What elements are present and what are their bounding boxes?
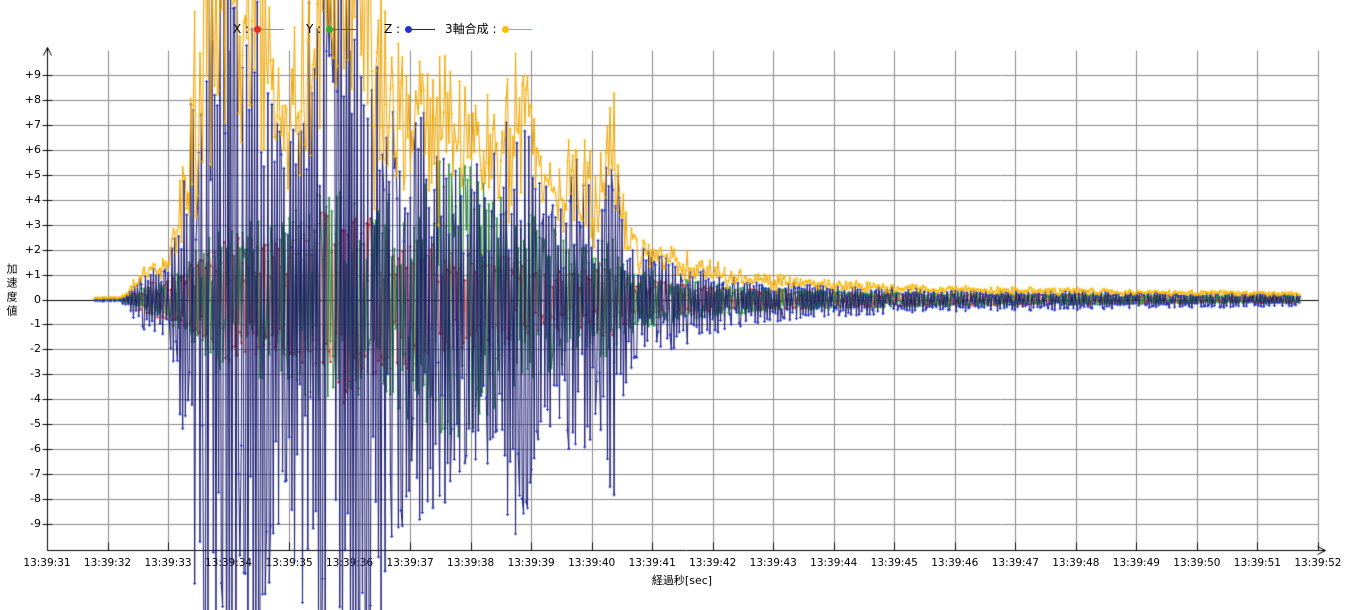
legend-label-x: X : xyxy=(233,22,250,36)
legend-marker-composite-icon xyxy=(501,22,532,37)
legend-label-z: Z : xyxy=(384,22,401,36)
legend: X : Y : Z : 3軸合成 : xyxy=(0,0,1350,40)
legend-label-composite: 3軸合成 : xyxy=(445,22,497,36)
legend-marker-x-icon xyxy=(254,22,285,37)
legend-item-y: Y : xyxy=(306,21,357,37)
legend-item-composite: 3軸合成 : xyxy=(445,21,532,37)
legend-item-z: Z : xyxy=(384,21,436,37)
legend-marker-z-icon xyxy=(405,22,436,37)
legend-marker-y-icon xyxy=(326,22,357,37)
legend-label-y: Y : xyxy=(306,22,322,36)
legend-item-x: X : xyxy=(233,21,285,37)
